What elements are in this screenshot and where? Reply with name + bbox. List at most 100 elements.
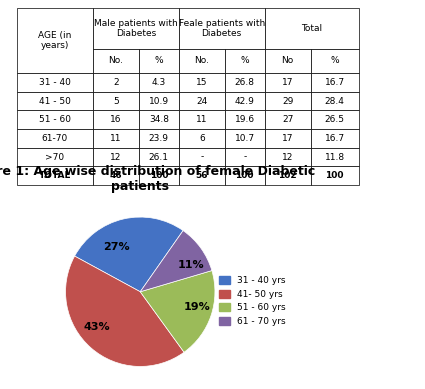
Text: 26.1: 26.1 (149, 152, 169, 161)
Bar (139, 73, 179, 92)
Bar (265, 148, 311, 166)
Text: 11: 11 (110, 134, 122, 143)
Text: 11%: 11% (178, 260, 204, 270)
Wedge shape (140, 271, 215, 352)
Text: 11: 11 (196, 115, 207, 124)
Text: 43%: 43% (83, 322, 110, 331)
Text: 26.8: 26.8 (235, 78, 255, 87)
Text: 23.9: 23.9 (149, 134, 169, 143)
Bar (311, 73, 359, 92)
Bar (311, 148, 359, 166)
Text: 2: 2 (113, 78, 119, 87)
Text: 5: 5 (113, 96, 119, 105)
Text: TOTAL: TOTAL (39, 171, 71, 180)
Bar (139, 49, 179, 73)
Bar (265, 73, 311, 92)
Text: %: % (241, 56, 249, 65)
Bar (17, 129, 93, 148)
Text: 27: 27 (282, 115, 293, 124)
Text: 102: 102 (278, 171, 297, 180)
Bar (17, 92, 93, 110)
Bar (179, 148, 225, 166)
Wedge shape (75, 217, 183, 292)
Text: 11.8: 11.8 (325, 152, 345, 161)
Bar (179, 73, 225, 92)
Text: %: % (330, 56, 339, 65)
Text: 16.7: 16.7 (325, 78, 345, 87)
Text: 100: 100 (150, 171, 168, 180)
Bar (17, 166, 93, 185)
Text: 10.7: 10.7 (235, 134, 255, 143)
Bar (17, 8, 93, 73)
Bar (265, 8, 359, 49)
Bar (179, 49, 225, 73)
Text: 17: 17 (282, 78, 293, 87)
Text: No: No (281, 56, 294, 65)
Bar (265, 129, 311, 148)
Bar (93, 148, 139, 166)
Bar (93, 73, 139, 92)
Text: 100: 100 (326, 171, 344, 180)
Text: Male patients with
Diabetes: Male patients with Diabetes (94, 19, 178, 38)
Text: Total: Total (301, 24, 322, 33)
Text: 42.9: 42.9 (235, 96, 255, 105)
Bar (139, 92, 179, 110)
Bar (265, 166, 311, 185)
Text: 46: 46 (110, 171, 122, 180)
Bar (139, 166, 179, 185)
Legend: 31 - 40 yrs, 41- 50 yrs, 51 - 60 yrs, 61 - 70 yrs: 31 - 40 yrs, 41- 50 yrs, 51 - 60 yrs, 61… (216, 272, 289, 330)
Text: 15: 15 (196, 78, 207, 87)
Bar (265, 110, 311, 129)
Wedge shape (65, 256, 184, 366)
Bar (179, 8, 265, 49)
Bar (311, 129, 359, 148)
Text: 16.7: 16.7 (325, 134, 345, 143)
Bar (179, 166, 225, 185)
Bar (225, 129, 265, 148)
Text: 4.3: 4.3 (152, 78, 166, 87)
Bar (93, 8, 179, 49)
Bar (265, 92, 311, 110)
Text: >70: >70 (45, 152, 65, 161)
Bar (311, 166, 359, 185)
Bar (225, 49, 265, 73)
Text: AGE (in
years): AGE (in years) (38, 31, 72, 50)
Bar (179, 110, 225, 129)
Bar (93, 49, 139, 73)
Text: No.: No. (108, 56, 123, 65)
Bar (311, 92, 359, 110)
Bar (225, 92, 265, 110)
Bar (139, 129, 179, 148)
Text: 61-70: 61-70 (42, 134, 68, 143)
Text: -: - (200, 152, 204, 161)
Title: Figure 1: Age wise distribution of female Diabetic
patients: Figure 1: Age wise distribution of femal… (0, 165, 315, 193)
Bar (265, 49, 311, 73)
Bar (311, 49, 359, 73)
Bar (93, 129, 139, 148)
Text: 34.8: 34.8 (149, 115, 169, 124)
Bar (17, 73, 93, 92)
Text: 51 - 60: 51 - 60 (39, 115, 71, 124)
Text: %: % (155, 56, 163, 65)
Bar (17, 110, 93, 129)
Text: 19.6: 19.6 (235, 115, 255, 124)
Text: 10.9: 10.9 (149, 96, 169, 105)
Bar (179, 92, 225, 110)
Text: No.: No. (194, 56, 209, 65)
Text: 24: 24 (196, 96, 207, 105)
Bar (311, 110, 359, 129)
Text: 16: 16 (110, 115, 122, 124)
Text: Feale patients with
Diabetes: Feale patients with Diabetes (178, 19, 265, 38)
Text: 26.5: 26.5 (325, 115, 345, 124)
Bar (225, 166, 265, 185)
Bar (225, 73, 265, 92)
Text: 12: 12 (110, 152, 122, 161)
Text: -: - (243, 152, 246, 161)
Text: 12: 12 (282, 152, 293, 161)
Text: 41 - 50: 41 - 50 (39, 96, 71, 105)
Bar (225, 110, 265, 129)
Bar (225, 148, 265, 166)
Bar (17, 148, 93, 166)
Bar (93, 110, 139, 129)
Wedge shape (140, 231, 212, 292)
